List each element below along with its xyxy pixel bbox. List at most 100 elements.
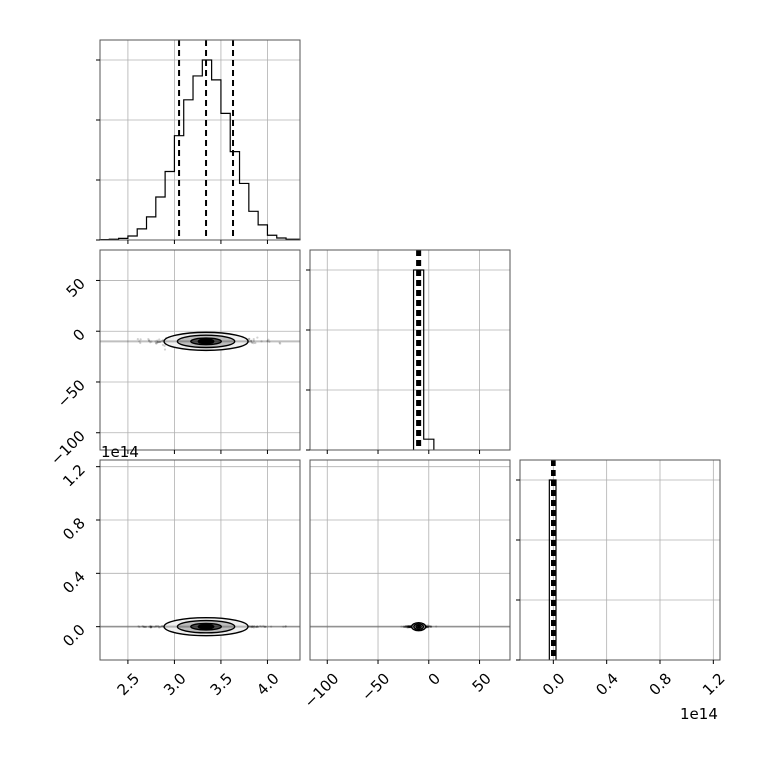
scatter-point [403,625,406,628]
histogram-bin [165,172,174,240]
grid-1-0 [100,250,300,450]
scatter-point [138,625,141,629]
contour-panel-2-1 [310,621,510,632]
x-tick-label-p0-1: 3.0 [160,670,190,700]
scatter-point [426,625,429,629]
scatter-point [407,625,410,628]
scatter-point [407,625,411,628]
scatter-point [149,341,152,344]
scatter-point [149,625,152,628]
histogram-bin [193,76,202,240]
scatter-point [260,340,263,343]
panel-frame-2-2 [519,459,721,661]
scatter-point [426,625,430,628]
contour-panel-2-0 [100,616,300,637]
scatter-point [251,341,254,344]
scatter-point [248,337,251,341]
panel-frame-1-0 [99,249,301,451]
scatter-point [408,626,411,629]
histogram-outline [412,269,435,450]
scatter-point [250,626,253,629]
x-tick-label-p0-3: 4.0 [253,670,283,700]
scatter-point [158,338,161,341]
scatter-point [251,625,254,629]
scatter-point [138,340,141,343]
scatter-point [249,339,253,343]
scatter-point [406,625,409,629]
panel-frame-2-1 [309,459,511,661]
scatter-point [147,339,151,342]
scatter-point [252,337,255,341]
scatter-point [426,625,429,628]
scatter-point [148,339,151,342]
scatter-point [252,625,256,628]
scatter-point [157,340,160,344]
scatter-point [408,625,411,628]
scatter-point [426,624,429,627]
histogram-bin [230,152,239,240]
x-tick-label-p1-0: −100 [301,670,343,712]
panel-frame-0-0 [99,39,301,241]
panel-frame-1-1 [309,249,511,451]
scatter-point [407,625,410,628]
scatter-point [264,625,267,629]
scatter-point [407,626,410,629]
scatter-point [408,625,411,628]
scatter-point [147,337,150,341]
scatter-point [250,339,253,342]
y-tick-label-p2-3: 1.2 [59,461,89,491]
scatter-point [161,343,164,346]
scatter-point [148,625,151,628]
scatter-point [154,625,158,628]
panel-frame-2-0 [99,459,301,661]
histogram-0 [99,40,301,241]
x-tick-label-p2-1: 0.4 [592,670,622,700]
scatter-point [149,626,152,629]
scatter-point [143,625,146,628]
scatter-point [250,625,254,628]
scatter-point [142,625,145,628]
scatter-point [263,625,267,628]
x-tick-label-p0-0: 2.5 [114,670,144,700]
histogram-1 [412,250,435,450]
scatter-point [429,625,432,628]
x-offset-label: 1e14 [680,705,718,723]
x-tick-label-p2-0: 0.0 [539,670,569,700]
scatter-point [408,625,411,628]
y-offset-label: 1e14 [101,443,139,461]
scatter-point [402,625,406,628]
scatter-point [156,339,159,342]
grid-0-0 [100,40,300,240]
scatter-point [409,625,412,629]
scatter-point [408,625,412,628]
scatter-point [404,625,407,628]
scatter-point [404,625,407,629]
scatter-point [249,625,252,628]
scatter-point [163,348,167,351]
histogram-bin [249,211,258,240]
scatter-point [151,625,154,628]
contour-panel-1-0 [100,331,300,352]
scatter-point [406,625,409,628]
scatter-point [136,338,139,341]
scatter-point [407,625,410,628]
scatter-point [409,625,412,628]
scatter-point [406,625,409,628]
scatter-point [405,625,408,628]
histogram-bin [212,80,221,240]
scatter-point [278,341,281,344]
scatter-point [429,625,432,628]
histogram-bin [267,235,276,240]
scatter-point [156,341,159,344]
x-tick-label-p1-2: 0 [425,670,444,689]
y-tick-label-p2-0: 0.0 [59,621,89,651]
scatter-point [156,341,159,344]
scatter-point [253,625,256,628]
scatter-point [266,339,269,343]
scatter-point [255,625,258,629]
x-tick-label-p1-1: −50 [358,670,393,705]
scatter-point [150,340,153,343]
histogram-bin [147,217,156,240]
scatter-point [428,625,431,628]
